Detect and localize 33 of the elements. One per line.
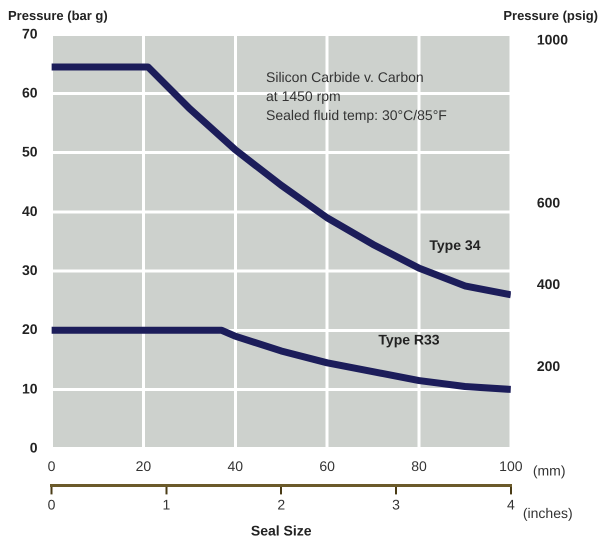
x2-tick-label: 3 — [392, 496, 400, 513]
x-tick-label: 60 — [319, 458, 336, 474]
text: (mm) — [532, 462, 566, 478]
y-tick-label: 50 — [22, 144, 38, 160]
x2-tick-label: 2 — [277, 496, 286, 513]
y-tick-label: 20 — [22, 321, 38, 338]
y2-tick-label: 200 — [536, 358, 560, 374]
y-tick-label: 70 — [22, 25, 38, 42]
annotation: Sealed fluid temp: 30°C/85°F — [266, 107, 447, 123]
x2-tick-label: 1 — [162, 496, 170, 513]
x-tick-label: 0 — [48, 458, 56, 474]
x2-tick-label: 4 — [506, 496, 515, 513]
x-tick-label: 40 — [227, 458, 244, 474]
y-axis-title: Pressure (bar g) — [8, 8, 108, 23]
x2-tick-label: 0 — [48, 496, 56, 513]
y-tick-label: 0 — [30, 439, 38, 456]
annotation: at 1450 rpm — [266, 88, 341, 104]
y2-tick-label: 1000 — [536, 31, 568, 48]
annotation: Silicon Carbide v. Carbon — [266, 69, 424, 85]
series-label: Type R33 — [378, 332, 440, 348]
text: (inches) — [522, 505, 573, 521]
x-tick-label: 80 — [411, 458, 427, 474]
y2-axis-title: Pressure (psig) — [503, 8, 598, 23]
y-tick-label: 40 — [22, 202, 38, 219]
y2-tick-label: 600 — [536, 194, 560, 211]
y-tick-label: 10 — [22, 380, 38, 396]
series-label: Type 34 — [429, 236, 481, 253]
y-tick-label: 60 — [22, 84, 38, 100]
y2-tick-label: 400 — [536, 276, 560, 292]
x-axis-title: Seal Size — [250, 522, 312, 538]
x-tick-label: 20 — [136, 458, 152, 474]
y-tick-label: 30 — [22, 262, 38, 278]
x-tick-label: 100 — [499, 458, 523, 474]
